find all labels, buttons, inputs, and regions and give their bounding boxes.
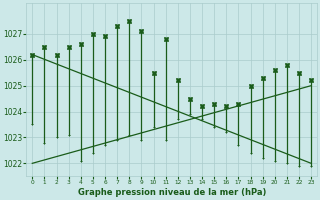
X-axis label: Graphe pression niveau de la mer (hPa): Graphe pression niveau de la mer (hPa) bbox=[77, 188, 266, 197]
